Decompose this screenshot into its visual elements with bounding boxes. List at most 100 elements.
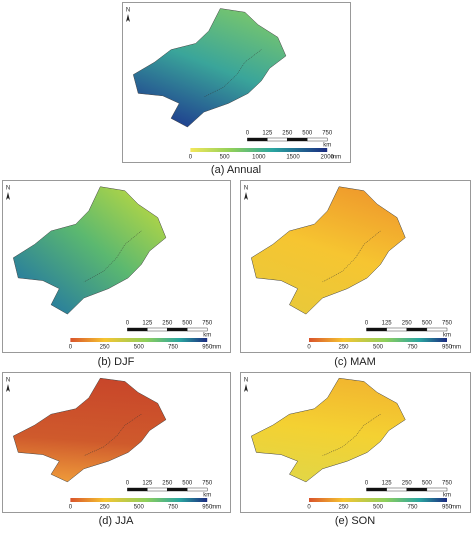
colorbar-label: 250	[100, 345, 111, 351]
panel-frame	[2, 372, 231, 513]
colorbar-unit: mm	[451, 505, 461, 511]
scale-segment	[147, 327, 168, 332]
scale-segment	[386, 327, 407, 332]
scale-segment	[307, 137, 328, 142]
colorbar-label: 950	[442, 345, 453, 351]
scale-label: 125	[262, 131, 273, 137]
scale-label: 125	[142, 481, 153, 487]
panel-caption: (b) DJF	[98, 356, 135, 368]
map-region	[251, 377, 406, 483]
colorbar-label: 1500	[286, 155, 300, 161]
colorbar-label: 0	[307, 505, 311, 511]
colorbar-label: 500	[373, 345, 384, 351]
colorbar-label: 0	[307, 345, 311, 351]
north-label: N	[244, 186, 248, 192]
scale-label: 125	[382, 481, 393, 487]
north-label: N	[6, 378, 10, 384]
colorbar-label: 250	[100, 505, 111, 511]
colorbar-label: 1000	[252, 155, 266, 161]
scale-segment	[127, 327, 148, 332]
state-border	[322, 230, 381, 283]
colorbar-unit: mm	[331, 155, 341, 161]
north-arrow	[6, 192, 10, 200]
panel-frame	[122, 2, 351, 163]
north-arrow	[244, 192, 248, 200]
scale-segment	[267, 137, 288, 142]
north-arrow	[244, 384, 248, 392]
colorbar-label: 250	[338, 505, 349, 511]
scale-segment	[406, 487, 428, 492]
panel-frame	[240, 180, 471, 353]
panel-caption: (e) SON	[335, 515, 375, 527]
colorbar-label: 750	[168, 345, 179, 351]
scale-segment	[167, 487, 188, 492]
scale-unit: km	[203, 333, 211, 339]
colorbar-unit: mm	[211, 505, 221, 511]
scale-segment	[127, 487, 148, 492]
colorbar-label: 2000	[321, 155, 335, 161]
scale-unit: km	[323, 143, 331, 149]
colorbar	[309, 338, 447, 342]
scale-label: 250	[282, 131, 293, 137]
colorbar	[190, 148, 328, 152]
scale-segment	[247, 137, 268, 142]
scale-label: 750	[322, 131, 333, 137]
colorbar	[70, 338, 208, 342]
scale-segment	[406, 327, 428, 332]
scale-label: 500	[422, 481, 433, 487]
scale-label: 0	[126, 321, 130, 327]
colorbar-label: 0	[69, 345, 73, 351]
north-label: N	[244, 378, 248, 384]
scale-label: 125	[142, 321, 153, 327]
map-region	[132, 8, 287, 128]
scale-label: 250	[402, 321, 413, 327]
colorbar-label: 950	[202, 505, 213, 511]
map-region	[251, 186, 406, 315]
scale-label: 500	[302, 131, 313, 137]
scale-label: 0	[365, 481, 369, 487]
scale-label: 500	[182, 481, 193, 487]
north-label: N	[126, 8, 130, 14]
scale-unit: km	[443, 493, 451, 499]
scale-segment	[426, 487, 448, 492]
colorbar-label: 250	[338, 345, 349, 351]
panel-frame	[2, 180, 231, 353]
scale-label: 750	[442, 481, 453, 487]
scale-segment	[386, 487, 407, 492]
scale-label: 750	[202, 481, 213, 487]
scale-label: 250	[162, 481, 173, 487]
map-region	[12, 186, 167, 315]
colorbar-label: 0	[69, 505, 73, 511]
north-arrow	[126, 14, 130, 22]
scale-label: 250	[162, 321, 173, 327]
scale-label: 750	[202, 321, 213, 327]
colorbar-label: 950	[442, 505, 453, 511]
scale-segment	[187, 327, 208, 332]
scale-label: 500	[182, 321, 193, 327]
scale-segment	[366, 487, 387, 492]
colorbar-label: 500	[134, 345, 145, 351]
colorbar-label: 500	[373, 505, 384, 511]
panel-caption: (d) JJA	[99, 515, 135, 527]
north-label: N	[6, 186, 10, 192]
panel-frame	[240, 372, 471, 513]
scale-label: 250	[402, 481, 413, 487]
colorbar-unit: mm	[211, 345, 221, 351]
scale-segment	[147, 487, 168, 492]
scale-label: 0	[246, 131, 250, 137]
panel-caption: (a) Annual	[211, 164, 261, 176]
colorbar-label: 500	[134, 505, 145, 511]
scale-segment	[167, 327, 188, 332]
colorbar-label: 750	[407, 345, 418, 351]
scale-segment	[187, 487, 208, 492]
colorbar-label: 950	[202, 345, 213, 351]
scale-label: 750	[442, 321, 453, 327]
scale-label: 0	[365, 321, 369, 327]
map-region	[12, 377, 167, 483]
scale-segment	[366, 327, 387, 332]
scale-unit: km	[203, 493, 211, 499]
north-arrow	[6, 384, 10, 392]
scale-segment	[426, 327, 448, 332]
colorbar-label: 750	[168, 505, 179, 511]
